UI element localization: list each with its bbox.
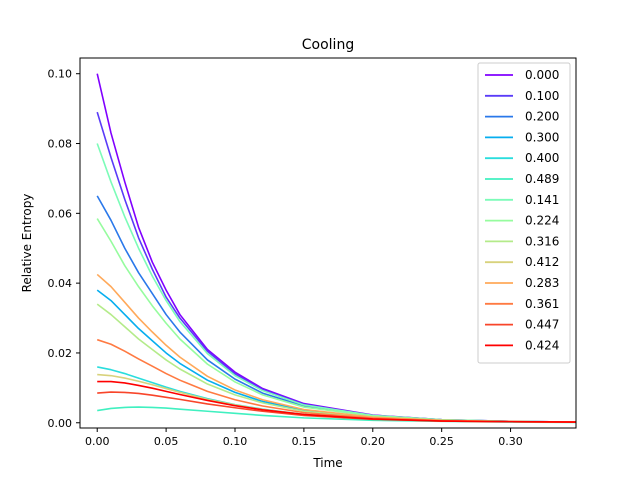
legend-label: 0.000	[525, 68, 559, 82]
plot-frame	[79, 57, 577, 429]
y-tick-label: 0.10	[48, 68, 73, 81]
legend-label: 0.316	[525, 234, 559, 248]
x-tick-label: 0.15	[292, 435, 317, 448]
x-tick-label: 0.10	[223, 435, 248, 448]
legend-label: 0.412	[525, 255, 559, 269]
legend-label: 0.300	[525, 130, 559, 144]
legend-label: 0.361	[525, 297, 559, 311]
y-tick-label: 0.04	[48, 277, 73, 290]
y-tick-label: 0.08	[48, 138, 73, 151]
legend-label: 0.424	[525, 338, 559, 352]
legend-label: 0.200	[525, 110, 559, 124]
series-line-13	[97, 380, 576, 423]
y-tick-label: 0.06	[48, 207, 73, 220]
x-tick-label: 0.25	[429, 435, 454, 448]
y-tick-label: 0.00	[48, 417, 73, 430]
legend-label: 0.489	[525, 172, 559, 186]
x-axis-label: Time	[312, 456, 342, 470]
x-tick-label: 0.05	[154, 435, 179, 448]
chart-title: Cooling	[302, 37, 354, 53]
legend-label: 0.224	[525, 214, 559, 228]
legend-label: 0.283	[525, 276, 559, 290]
legend-label: 0.141	[525, 193, 559, 207]
series-line-12	[97, 391, 576, 423]
x-tick-label: 0.30	[498, 435, 523, 448]
x-axis: 0.00 0.05 0.10 0.15 0.20 0.25 0.30	[85, 428, 523, 448]
series-lines	[96, 73, 576, 424]
y-axis-label: Relative Entropy	[20, 194, 34, 293]
legend-label: 0.447	[525, 318, 559, 332]
x-tick-label: 0.20	[361, 435, 386, 448]
legend-label: 0.400	[525, 151, 559, 165]
y-tick-label: 0.02	[48, 347, 73, 360]
legend-label: 0.100	[525, 89, 559, 103]
legend: 0.000 0.100 0.200 0.300 0.400 0.489 0.141 0.224…	[477, 62, 571, 364]
x-tick-label: 0.00	[85, 435, 110, 448]
y-axis: 0.00 0.02 0.04 0.06 0.08 0.10	[48, 68, 80, 430]
